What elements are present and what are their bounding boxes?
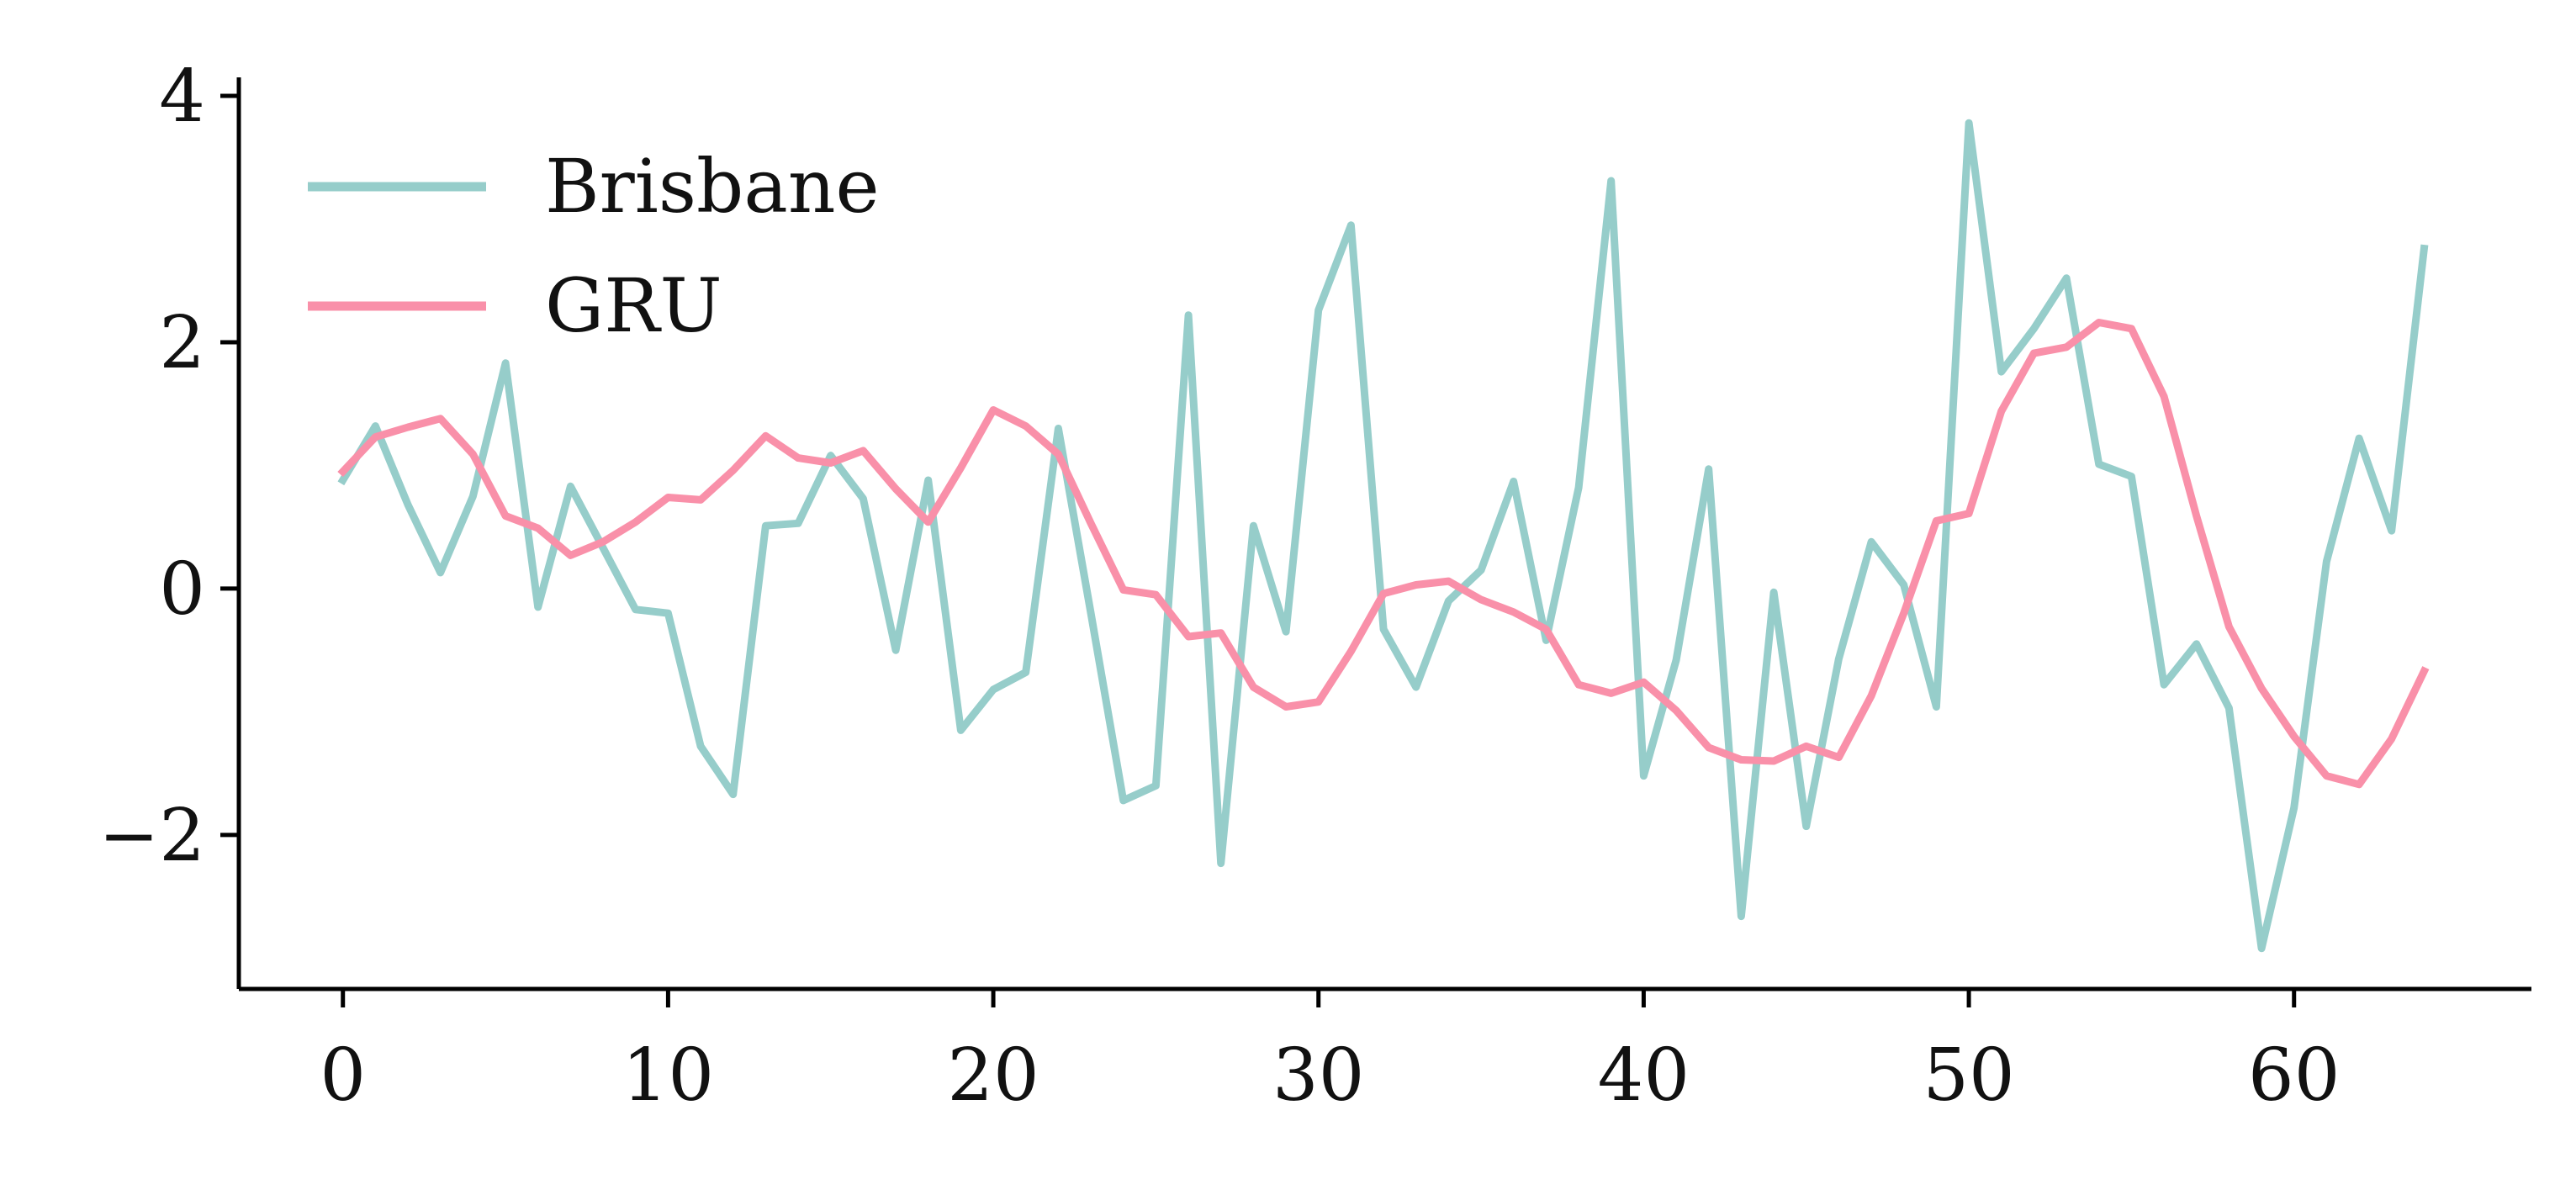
y-tick-label: 4 — [159, 55, 205, 139]
legend-label-brisbane: Brisbane — [545, 143, 880, 230]
tick-labels: 0 10 20 30 40 50 60 −2 0 2 4 — [98, 55, 2340, 1118]
x-tick-label: 0 — [320, 1034, 366, 1118]
x-tick-label: 30 — [1272, 1034, 1364, 1118]
x-tick-label: 40 — [1598, 1034, 1690, 1118]
legend: Brisbane GRU — [308, 143, 880, 349]
x-tick-label: 60 — [2248, 1034, 2340, 1118]
legend-label-gru: GRU — [545, 262, 722, 349]
x-tick-label: 50 — [1923, 1034, 2014, 1118]
series-line-brisbane — [337, 119, 2429, 953]
series-line-gru — [337, 319, 2430, 789]
tick-marks — [220, 93, 2297, 1007]
y-tick-label: 0 — [159, 547, 205, 632]
x-tick-label: 10 — [622, 1034, 714, 1118]
y-tick-label: 2 — [159, 301, 205, 385]
series-layer — [337, 119, 2430, 953]
y-tick-label: −2 — [98, 794, 205, 878]
x-tick-label: 20 — [947, 1034, 1039, 1118]
